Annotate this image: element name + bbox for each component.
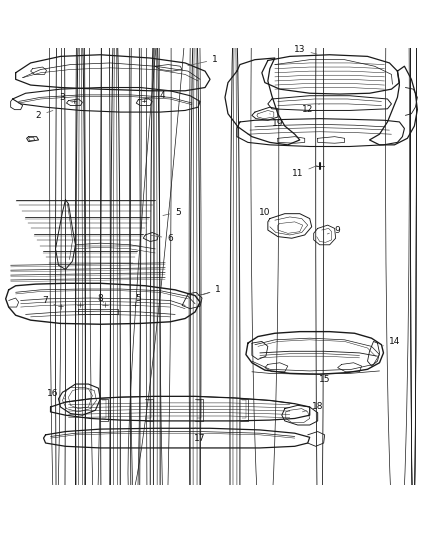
Text: 15: 15	[312, 373, 330, 384]
Text: 12: 12	[302, 104, 320, 114]
Text: 19: 19	[270, 114, 283, 128]
Text: 9: 9	[327, 225, 340, 235]
Text: 11: 11	[292, 166, 317, 178]
Text: 3: 3	[60, 93, 72, 102]
Text: 18: 18	[302, 402, 323, 412]
Text: 16: 16	[47, 390, 66, 399]
Text: 14: 14	[382, 337, 400, 346]
Text: 1: 1	[203, 285, 221, 295]
Text: 7: 7	[42, 296, 56, 305]
Text: 2: 2	[36, 110, 53, 120]
Text: 10: 10	[259, 207, 271, 222]
Text: 6: 6	[151, 234, 173, 243]
Text: 13: 13	[294, 45, 317, 54]
Text: 17: 17	[194, 427, 206, 442]
Text: 5: 5	[163, 207, 181, 216]
Text: 1: 1	[188, 55, 218, 66]
Text: 5: 5	[135, 294, 141, 303]
Text: 4: 4	[145, 91, 165, 100]
Text: 8: 8	[98, 294, 104, 303]
